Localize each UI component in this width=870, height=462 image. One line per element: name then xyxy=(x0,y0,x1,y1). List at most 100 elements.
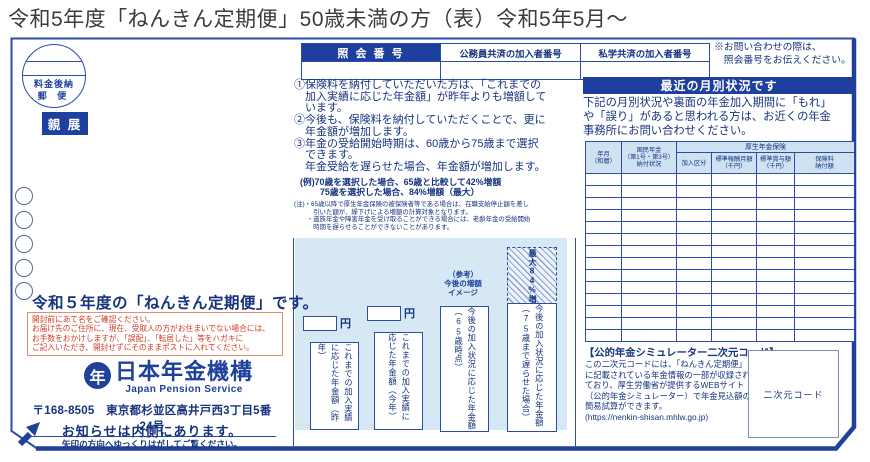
monthly-table-cell xyxy=(585,233,622,246)
monthly-table-cell xyxy=(756,305,795,318)
yen-unit-label: 円 xyxy=(340,318,351,330)
amount-blank-box xyxy=(303,315,337,331)
monthly-table-cell xyxy=(621,197,677,210)
inquiry-contact-note: ※お問い合わせの際は、 照会番号をお伝えください。 xyxy=(714,42,851,66)
japan-pension-service-logo: 年 日本年金機構 Japan Pension Service xyxy=(84,360,253,395)
monthly-table-cell xyxy=(676,269,712,282)
monthly-table-cell xyxy=(756,221,795,234)
monthly-table-cell xyxy=(756,257,795,270)
monthly-table-cell xyxy=(676,317,712,330)
monthly-table-body xyxy=(585,173,855,342)
max-increase-hatched-area: 最大84%増 xyxy=(507,247,557,306)
monthly-table-cell xyxy=(621,221,677,234)
monthly-table-cell xyxy=(711,317,757,330)
monthly-table-cell xyxy=(621,173,677,186)
amount-field-this-year: 円 xyxy=(367,305,415,321)
page-title: 令和5年度「ねんきん定期便」50歳未満の方（表）令和5年5月～ xyxy=(8,8,628,31)
monthly-status-title-bar: 最近の月別状況です xyxy=(583,77,855,94)
koumuin-kyosai-header: 公務員共済の加入者番号 xyxy=(440,43,581,62)
monthly-table-row xyxy=(585,257,855,270)
monthly-table-cell xyxy=(585,281,622,294)
monthly-table-cell xyxy=(711,245,757,258)
bar-last-year: これまでの加入実績に応じた年金額（昨年） xyxy=(310,342,359,430)
bar-label: 今後の加入状況に応じた年金額（75歳まで遅らせた場合） xyxy=(521,304,545,428)
monthly-table-cell xyxy=(711,305,757,318)
monthly-table-cell xyxy=(711,281,757,294)
monthly-table-cell xyxy=(621,293,677,306)
jps-seal-icon: 年 xyxy=(84,362,111,389)
monthly-table-cell xyxy=(585,329,622,342)
notice-item-2: ②今後も、保険料を納付していただくことで、更に 年金額が増加します。 xyxy=(294,114,546,138)
monthly-table-row xyxy=(585,293,855,306)
monthly-table-cell xyxy=(676,173,712,186)
monthly-table-cell xyxy=(676,209,712,222)
monthly-table-cell xyxy=(676,281,712,294)
inquiry-number-table: 照 会 番 号 公務員共済の加入者番号 私学共済の加入者番号 xyxy=(301,43,710,80)
monthly-table-cell xyxy=(756,245,795,258)
section-divider xyxy=(574,238,576,449)
monthly-table-cell xyxy=(756,173,795,186)
monthly-table-cell xyxy=(585,257,622,270)
monthly-table-cell xyxy=(676,197,712,210)
monthly-table-cell xyxy=(676,185,712,198)
monthly-status-table: 年月 （和暦） 国民年金 （第1号・第3号） 納付状況 厚生年金保険 加入区分 … xyxy=(585,141,855,342)
koumuin-kyosai-value xyxy=(440,61,581,80)
col-group-kosei-nenkin: 厚生年金保険 xyxy=(676,141,855,153)
monthly-table-cell xyxy=(756,269,795,282)
col-header-hokenryo: 保険料 納付額 xyxy=(794,152,855,174)
monthly-table-cell xyxy=(676,329,712,342)
monthly-table-row xyxy=(585,185,855,198)
monthly-table-cell xyxy=(621,233,677,246)
monthly-table-cell xyxy=(794,269,855,282)
org-name-japanese: 日本年金機構 xyxy=(115,359,254,384)
sender-address: 〒168-8505 東京都杉並区高井戸西3丁目5番24号 xyxy=(28,402,276,437)
monthly-table-cell xyxy=(794,245,855,258)
monthly-table-cell xyxy=(621,281,677,294)
notice-item-3: ③年金の受給開始時期は、60歳から75歳まで選択 できます。 年金受給を遅らせた… xyxy=(294,137,546,173)
yen-unit-label: 円 xyxy=(404,308,415,320)
stamp-text: 料金後納 xyxy=(33,79,74,89)
monthly-table-cell xyxy=(621,305,677,318)
monthly-table-cell xyxy=(794,257,855,270)
inquiry-number-value xyxy=(301,61,441,80)
monthly-table-cell xyxy=(794,197,855,210)
monthly-table-cell xyxy=(676,221,712,234)
shigaku-kyosai-value xyxy=(580,61,710,80)
open-before-warning-box: 開封前にあて名をご確認ください。 お届け先のご住所に、現在、受取人の方がお住まい… xyxy=(27,312,283,356)
monthly-table-cell xyxy=(585,293,622,306)
monthly-table-cell xyxy=(585,209,622,222)
monthly-table-cell xyxy=(756,293,795,306)
monthly-table-cell xyxy=(676,257,712,270)
monthly-table-cell xyxy=(756,329,795,342)
monthly-table-cell xyxy=(585,269,622,282)
monthly-table-row xyxy=(585,221,855,234)
monthly-status-description: 下記の月別状況や裏面の年金加入期間に「もれ」 や「誤り」があると思われる方は、お… xyxy=(583,97,832,137)
monthly-table-cell xyxy=(585,173,622,186)
monthly-table-cell xyxy=(794,329,855,342)
monthly-table-cell xyxy=(756,209,795,222)
monthly-table-cell xyxy=(585,185,622,198)
monthly-table-cell xyxy=(794,293,855,306)
monthly-table-row xyxy=(585,173,855,186)
col-header-kanyu-kubun: 加入区分 xyxy=(676,152,712,174)
monthly-table-cell xyxy=(756,317,795,330)
monthly-table-cell xyxy=(794,185,855,198)
monthly-table-row xyxy=(585,245,855,258)
monthly-table-cell xyxy=(621,329,677,342)
punch-hole-circle xyxy=(15,282,33,300)
qr-code-placeholder: 二次元コード xyxy=(748,350,839,438)
fiscal-year-title: 令和５年度の「ねんきん定期便」です。 xyxy=(32,295,319,312)
monthly-table-row xyxy=(585,197,855,210)
future-increase-note: （参考） 今後の増額 イメージ xyxy=(444,270,482,297)
monthly-table-cell xyxy=(585,221,622,234)
monthly-table-row xyxy=(585,317,855,330)
bar-label: 今後の加入状況に応じた年金額（65歳時点） xyxy=(453,307,477,431)
monthly-table-cell xyxy=(621,317,677,330)
main-notice-block: ①保険料を納付していただいた方は、「これまでの 加入実績に応じた年金額」が昨年よ… xyxy=(294,79,578,232)
notice-item-1: ①保険料を納付していただいた方は、「これまでの 加入実績に応じた年金額」が昨年よ… xyxy=(294,79,547,115)
inquiry-number-header: 照 会 番 号 xyxy=(301,43,441,62)
postage-paid-stamp-icon: 料金後納 郵 便 xyxy=(22,44,86,108)
monthly-table-row xyxy=(585,209,855,222)
notice-caution: (注)・65歳以降で厚生年金保険の被保険者等である場合は、在職支給停止額を差し … xyxy=(294,200,531,231)
